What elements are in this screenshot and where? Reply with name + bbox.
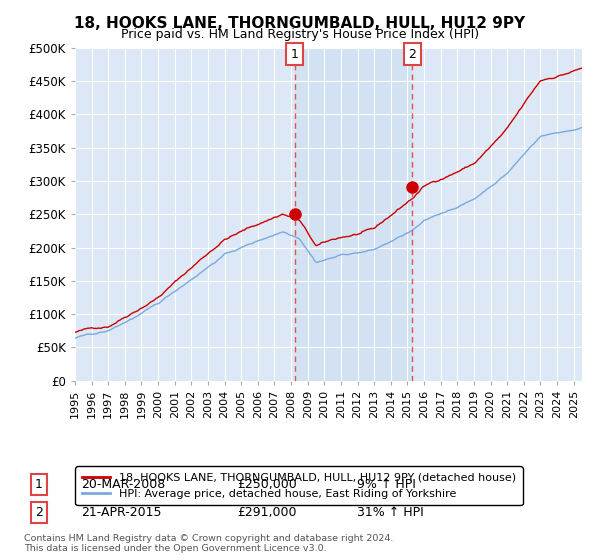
Text: 2: 2 bbox=[35, 506, 43, 519]
Text: 18, HOOKS LANE, THORNGUMBALD, HULL, HU12 9PY: 18, HOOKS LANE, THORNGUMBALD, HULL, HU12… bbox=[74, 16, 526, 31]
Text: Contains HM Land Registry data © Crown copyright and database right 2024.
This d: Contains HM Land Registry data © Crown c… bbox=[24, 534, 394, 553]
Text: 31% ↑ HPI: 31% ↑ HPI bbox=[357, 506, 424, 519]
Text: £291,000: £291,000 bbox=[237, 506, 296, 519]
Text: 1: 1 bbox=[35, 478, 43, 491]
Legend: 18, HOOKS LANE, THORNGUMBALD, HULL, HU12 9PY (detached house), HPI: Average pric: 18, HOOKS LANE, THORNGUMBALD, HULL, HU12… bbox=[76, 466, 523, 505]
Text: 21-APR-2015: 21-APR-2015 bbox=[81, 506, 161, 519]
Text: 9% ↑ HPI: 9% ↑ HPI bbox=[357, 478, 416, 491]
Text: Price paid vs. HM Land Registry's House Price Index (HPI): Price paid vs. HM Land Registry's House … bbox=[121, 28, 479, 41]
Text: 1: 1 bbox=[291, 48, 299, 61]
Text: £250,000: £250,000 bbox=[237, 478, 297, 491]
Bar bbox=[295, 48, 412, 381]
Text: 20-MAR-2008: 20-MAR-2008 bbox=[81, 478, 165, 491]
Text: 2: 2 bbox=[409, 48, 416, 61]
